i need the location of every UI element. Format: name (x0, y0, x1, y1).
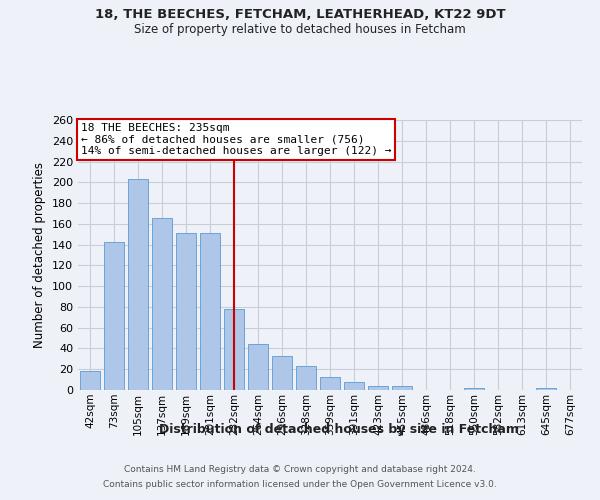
Bar (104, 242, 124, 390)
Bar (368, 386, 388, 390)
Bar (176, 233, 196, 390)
Bar (200, 233, 220, 390)
Bar (272, 356, 292, 390)
Bar (128, 179, 148, 390)
Bar (344, 382, 364, 390)
Y-axis label: Number of detached properties: Number of detached properties (34, 162, 46, 348)
Bar (248, 344, 268, 390)
Text: Distribution of detached houses by size in Fetcham: Distribution of detached houses by size … (159, 422, 519, 436)
Text: Contains HM Land Registry data © Crown copyright and database right 2024.: Contains HM Land Registry data © Crown c… (124, 465, 476, 474)
Bar (392, 386, 412, 390)
Text: 18 THE BEECHES: 235sqm
← 86% of detached houses are smaller (756)
14% of semi-de: 18 THE BEECHES: 235sqm ← 86% of detached… (80, 122, 391, 156)
Text: Size of property relative to detached houses in Fetcham: Size of property relative to detached ho… (134, 22, 466, 36)
Bar (464, 388, 484, 390)
Bar (224, 309, 244, 390)
Bar (296, 366, 316, 390)
Text: 18, THE BEECHES, FETCHAM, LEATHERHEAD, KT22 9DT: 18, THE BEECHES, FETCHAM, LEATHERHEAD, K… (95, 8, 505, 20)
Bar (80, 372, 100, 390)
Text: Contains public sector information licensed under the Open Government Licence v3: Contains public sector information licen… (103, 480, 497, 489)
Bar (320, 376, 340, 390)
Bar (536, 388, 556, 390)
Bar (152, 218, 172, 390)
